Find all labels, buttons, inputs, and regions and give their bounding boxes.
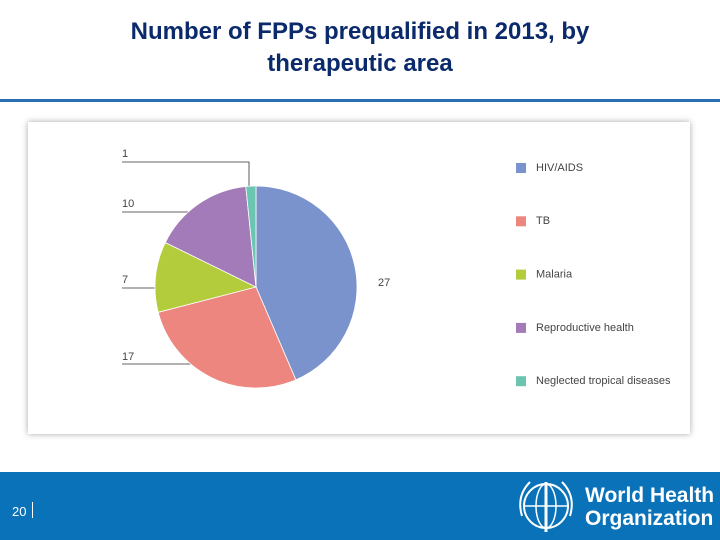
legend-swatch (516, 163, 526, 173)
slide-title: Number of FPPs prequalified in 2013, by … (130, 18, 590, 77)
data-label: 17 (122, 351, 134, 363)
legend-label: HIV/AIDS (536, 162, 583, 174)
chart-panel (28, 122, 690, 434)
data-label: 7 (122, 274, 128, 286)
legend-label: Reproductive health (536, 322, 634, 334)
legend-swatch (516, 376, 526, 387)
legend-label: Neglected tropical diseases (536, 375, 671, 387)
page-number: 20 (12, 504, 27, 519)
pie-slice (255, 185, 358, 381)
data-label: 10 (122, 198, 134, 210)
separator (32, 502, 33, 518)
legend-label: Malaria (536, 269, 573, 281)
legend-swatch (516, 322, 526, 333)
pie-slice (164, 186, 257, 288)
footer-bar: 20 World Health Organization (0, 472, 720, 540)
title-rule (0, 99, 720, 102)
logo-line: Organization (585, 507, 714, 530)
pie-slice (154, 241, 258, 313)
data-label: 27 (378, 277, 390, 289)
pie-slice (245, 185, 257, 288)
legend-label: TB (536, 215, 550, 227)
logo-text: World Health Organization (585, 484, 714, 530)
leader-line (122, 161, 250, 186)
legend-swatch (516, 269, 526, 280)
logo-line: World Health (585, 484, 715, 507)
data-label: 1 (122, 148, 128, 160)
pie-slice (157, 286, 297, 389)
who-emblem (519, 481, 573, 532)
legend-swatch (516, 216, 526, 227)
